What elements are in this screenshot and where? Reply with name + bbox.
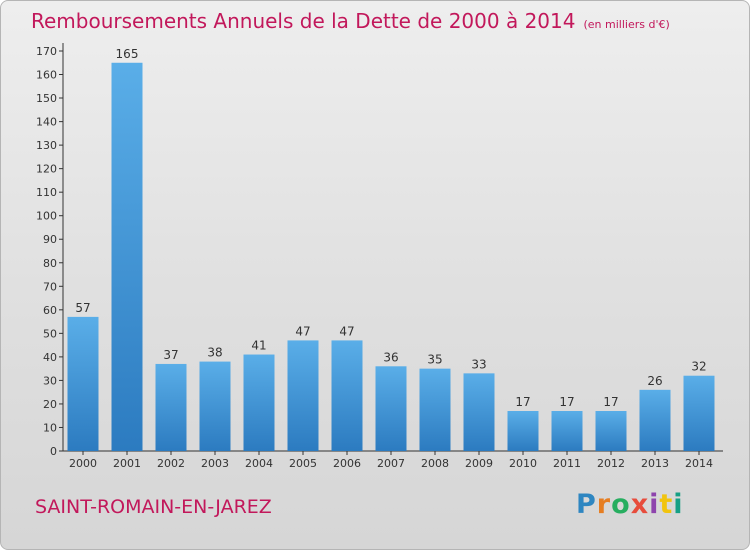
bar-value-label: 57: [75, 301, 90, 315]
y-tick-label: 50: [43, 327, 57, 340]
bar-value-label: 32: [691, 360, 706, 374]
logo-letter: r: [596, 489, 612, 520]
bar: [111, 62, 143, 451]
y-tick-label: 60: [43, 304, 57, 317]
y-tick-label: 70: [43, 280, 57, 293]
logo-letter: i: [673, 489, 684, 520]
x-tick-label: 2003: [201, 457, 229, 470]
chart-unit: (en milliers d'€): [583, 18, 670, 31]
bar-value-label: 33: [471, 357, 486, 371]
bar-value-label: 17: [559, 395, 574, 409]
y-tick-label: 40: [43, 351, 57, 364]
y-tick-label: 110: [36, 186, 57, 199]
bar-value-label: 38: [207, 346, 222, 360]
y-tick-label: 140: [36, 116, 57, 129]
x-tick-label: 2012: [597, 457, 625, 470]
bar: [507, 411, 539, 451]
y-tick-label: 10: [43, 421, 57, 434]
y-tick-label: 30: [43, 374, 57, 387]
y-tick-label: 0: [50, 445, 57, 458]
bar: [463, 373, 495, 451]
bar-value-label: 47: [339, 324, 354, 338]
proxiti-logo: Proxiti: [576, 489, 684, 520]
x-tick-label: 2014: [685, 457, 713, 470]
bar: [243, 354, 275, 451]
y-tick-label: 100: [36, 210, 57, 223]
bar: [331, 340, 363, 451]
bar-value-label: 26: [647, 374, 662, 388]
x-tick-label: 2009: [465, 457, 493, 470]
logo-letter: o: [611, 489, 631, 520]
commune-name: SAINT-ROMAIN-EN-JAREZ: [35, 496, 272, 518]
x-tick-label: 2000: [69, 457, 97, 470]
logo-letter: x: [630, 489, 650, 520]
logo-letter: t: [659, 489, 674, 520]
y-tick-label: 160: [36, 69, 57, 82]
y-tick-label: 120: [36, 163, 57, 176]
bar: [419, 368, 451, 451]
bar-value-label: 35: [427, 353, 442, 367]
bar-value-label: 17: [515, 395, 530, 409]
bar-value-label: 41: [251, 339, 266, 353]
bar: [639, 389, 671, 451]
logo-letter: i: [649, 489, 660, 520]
x-tick-label: 2006: [333, 457, 361, 470]
y-tick-label: 130: [36, 139, 57, 152]
bar-value-label: 47: [295, 324, 310, 338]
x-tick-label: 2011: [553, 457, 581, 470]
bar: [199, 361, 231, 451]
x-tick-label: 2004: [245, 457, 273, 470]
bar-value-label: 165: [116, 47, 139, 61]
x-tick-label: 2013: [641, 457, 669, 470]
logo-letter: P: [576, 489, 597, 520]
bar-value-label: 17: [603, 395, 618, 409]
x-tick-label: 2007: [377, 457, 405, 470]
y-tick-label: 80: [43, 257, 57, 270]
chart-title-text: Remboursements Annuels de la Dette de 20…: [31, 9, 576, 33]
bar: [67, 316, 99, 451]
x-tick-label: 2010: [509, 457, 537, 470]
bar: [155, 363, 187, 451]
bar-value-label: 36: [383, 350, 398, 364]
bar: [595, 411, 627, 451]
bar: [683, 375, 715, 451]
x-tick-label: 2001: [113, 457, 141, 470]
chart-title: Remboursements Annuels de la Dette de 20…: [31, 9, 670, 33]
bar: [551, 411, 583, 451]
y-tick-label: 90: [43, 233, 57, 246]
y-tick-label: 20: [43, 398, 57, 411]
y-tick-label: 170: [36, 45, 57, 58]
bar: [287, 340, 319, 451]
x-tick-label: 2008: [421, 457, 449, 470]
x-tick-label: 2002: [157, 457, 185, 470]
bar-value-label: 37: [163, 348, 178, 362]
y-tick-label: 150: [36, 92, 57, 105]
x-tick-label: 2005: [289, 457, 317, 470]
bar: [375, 366, 407, 451]
